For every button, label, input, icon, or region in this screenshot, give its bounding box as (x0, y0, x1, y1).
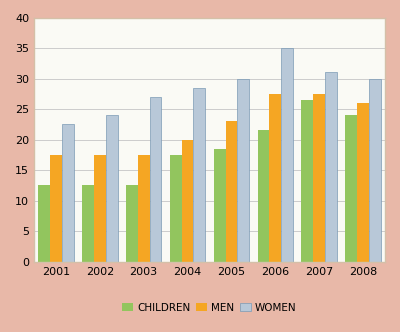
Bar (182, 140, 194, 262)
Bar (170, 155, 182, 262)
Bar (313, 94, 325, 262)
Bar (325, 72, 337, 262)
Bar (214, 149, 226, 262)
Bar (106, 115, 118, 262)
Bar (150, 97, 162, 262)
Bar (369, 79, 381, 262)
Bar (302, 100, 313, 262)
Bar (126, 185, 138, 262)
Bar (138, 155, 150, 262)
Bar (270, 94, 281, 262)
Bar (345, 115, 357, 262)
Bar (281, 48, 293, 262)
Bar (50, 155, 62, 262)
Bar (62, 124, 74, 262)
Bar (237, 79, 249, 262)
Bar (94, 155, 106, 262)
Bar (226, 121, 237, 262)
Bar (258, 130, 270, 262)
Legend: CHILDREN, MEN, WOMEN: CHILDREN, MEN, WOMEN (118, 298, 301, 317)
Bar (38, 185, 50, 262)
Bar (194, 88, 205, 262)
Bar (82, 185, 94, 262)
Bar (357, 103, 369, 262)
